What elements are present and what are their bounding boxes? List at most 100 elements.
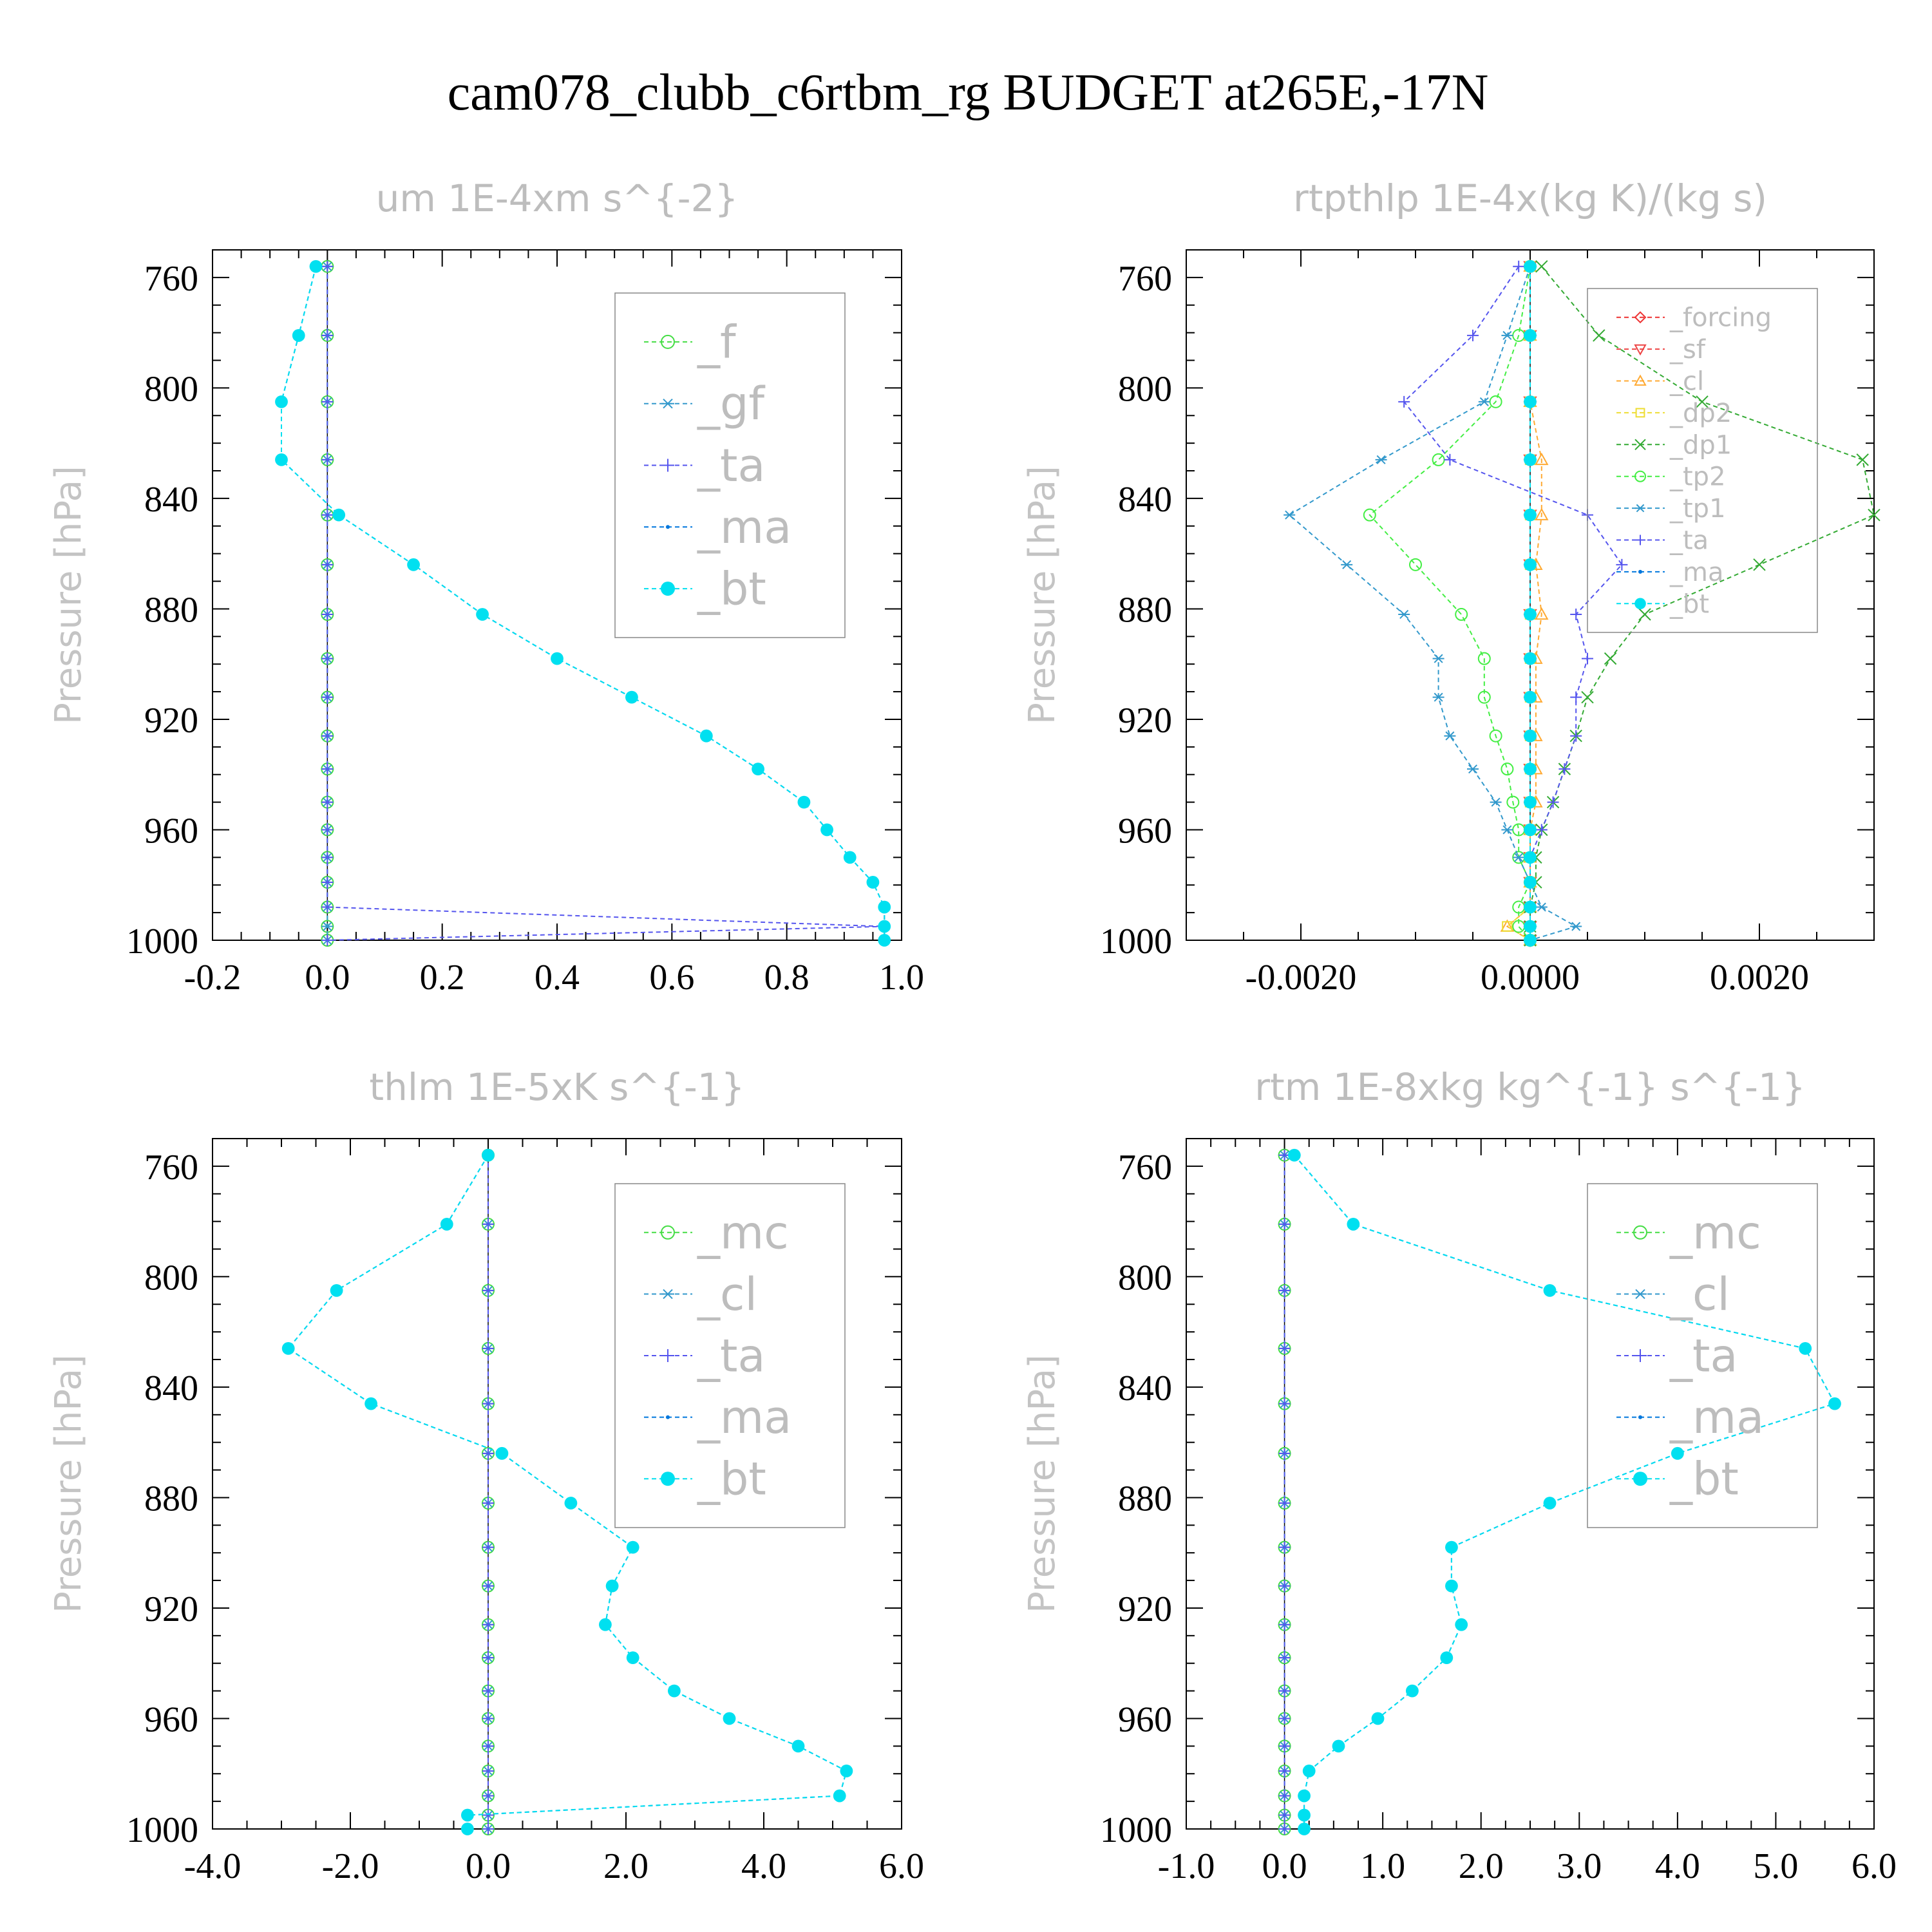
legend-label: _tp1 <box>1669 494 1726 524</box>
data-point <box>797 795 811 809</box>
data-point <box>820 823 833 837</box>
data-point <box>1524 851 1537 864</box>
data-point <box>1278 1284 1291 1296</box>
data-point <box>482 1790 494 1802</box>
panel-3: thlm 1E-5xK s^{-1} Pressure [hPa] 760 800 84… <box>48 1065 924 1886</box>
data-point <box>1535 507 1549 520</box>
data-point <box>1406 1684 1419 1698</box>
data-point <box>1347 1218 1360 1231</box>
data-point <box>482 1712 494 1725</box>
legend-marker <box>1633 1472 1647 1486</box>
y-tick-label: 840 <box>144 480 198 520</box>
legend-label: _bt <box>1669 1453 1739 1506</box>
legend-marker <box>1634 374 1647 386</box>
x-tick-label: 0.0020 <box>1710 958 1809 998</box>
data-point <box>321 824 334 836</box>
legend-label: _mc <box>1669 1206 1761 1259</box>
legend-label: _bt <box>697 1453 766 1506</box>
data-point <box>1363 508 1376 522</box>
data-point <box>1278 1541 1291 1553</box>
data-point <box>1604 652 1617 665</box>
data-point <box>791 1739 805 1753</box>
legend-label: _ta <box>697 1330 765 1383</box>
data-point <box>1278 1397 1291 1410</box>
data-point <box>878 900 891 914</box>
data-point <box>321 558 334 571</box>
data-point <box>1278 1218 1291 1230</box>
plot-frame <box>212 1138 902 1830</box>
data-point <box>1501 762 1514 776</box>
legend-marker <box>661 398 674 409</box>
data-point <box>1298 1789 1311 1803</box>
legend-label: _ma <box>1669 1391 1764 1444</box>
data-point <box>495 1446 509 1460</box>
x-tick-label: 4.0 <box>741 1846 786 1886</box>
panel-title: thlm 1E-5xK s^{-1} <box>369 1065 744 1109</box>
data-point <box>1524 729 1537 743</box>
series-ma <box>279 264 887 942</box>
data-point <box>843 851 857 864</box>
legend-marker <box>1635 504 1645 513</box>
data-point <box>482 1618 494 1631</box>
data-point <box>1513 260 1525 272</box>
legend-marker <box>1638 569 1642 574</box>
x-tick-label: -0.2 <box>184 958 242 998</box>
data-point <box>1278 1580 1291 1592</box>
data-point <box>1828 1397 1841 1410</box>
y-axis-label: Pressure [hPa] <box>48 1354 90 1613</box>
data-point <box>1298 1823 1311 1835</box>
data-point <box>599 1618 612 1631</box>
series-ta <box>1398 260 1628 946</box>
data-point <box>440 1218 453 1231</box>
y-tick-label: 960 <box>1118 1700 1172 1739</box>
data-point <box>482 1823 494 1835</box>
data-point <box>605 1579 619 1593</box>
plot-frame <box>1186 1138 1875 1830</box>
data-point <box>699 729 713 743</box>
data-point <box>1696 395 1709 408</box>
data-point <box>321 876 334 888</box>
data-point <box>321 922 334 931</box>
legend-marker <box>1634 344 1647 356</box>
data-point <box>1535 824 1548 836</box>
data-point <box>1799 1341 1812 1355</box>
data-point <box>1455 1618 1468 1631</box>
panel-title: um 1E-4xm s^{-2} <box>376 176 739 220</box>
figure-title: cam078_clubb_c6rtbm_rg BUDGET at265E,-17… <box>448 64 1489 121</box>
data-point <box>321 652 334 665</box>
data-point <box>1278 1497 1291 1510</box>
legend-marker <box>661 1289 674 1300</box>
legend-label: _cl <box>697 1268 757 1321</box>
data-point <box>752 762 764 776</box>
legend-label: _ma <box>697 501 791 554</box>
chart-panels: um 1E-4xm s^{-2} Pressure [hPa] 760 800 840 8… <box>48 176 1897 1886</box>
data-point <box>1581 690 1594 704</box>
series-bt <box>1287 1148 1841 1835</box>
legend-label: _ma <box>697 1391 791 1444</box>
data-point <box>1298 1808 1311 1822</box>
legend-label: _dp2 <box>1669 399 1732 428</box>
data-point <box>1490 797 1502 807</box>
x-tick-label: -2.0 <box>322 1846 379 1886</box>
legend: _mc _cl _ta _ma _bt <box>1587 1183 1818 1528</box>
data-point <box>1409 558 1422 571</box>
data-point <box>1283 510 1296 520</box>
data-point <box>1524 920 1537 933</box>
data-point <box>1432 453 1445 466</box>
y-tick-label: 800 <box>1118 369 1172 409</box>
x-tick-label: 0.0 <box>1262 1846 1307 1886</box>
series-tp2 <box>1363 260 1537 947</box>
y-tick-label: 880 <box>1118 590 1172 630</box>
data-point <box>321 609 334 621</box>
x-tick-label: 0.8 <box>764 958 810 998</box>
y-tick-label: 760 <box>144 259 198 299</box>
legend-marker <box>666 525 670 529</box>
legend-label: _forcing <box>1669 303 1772 333</box>
data-point <box>625 690 638 704</box>
data-point <box>482 1397 494 1410</box>
y-tick-label: 960 <box>144 1700 198 1739</box>
y-tick-label: 920 <box>1118 1589 1172 1629</box>
data-point <box>1398 395 1410 408</box>
y-tick-label: 840 <box>1118 1368 1172 1408</box>
